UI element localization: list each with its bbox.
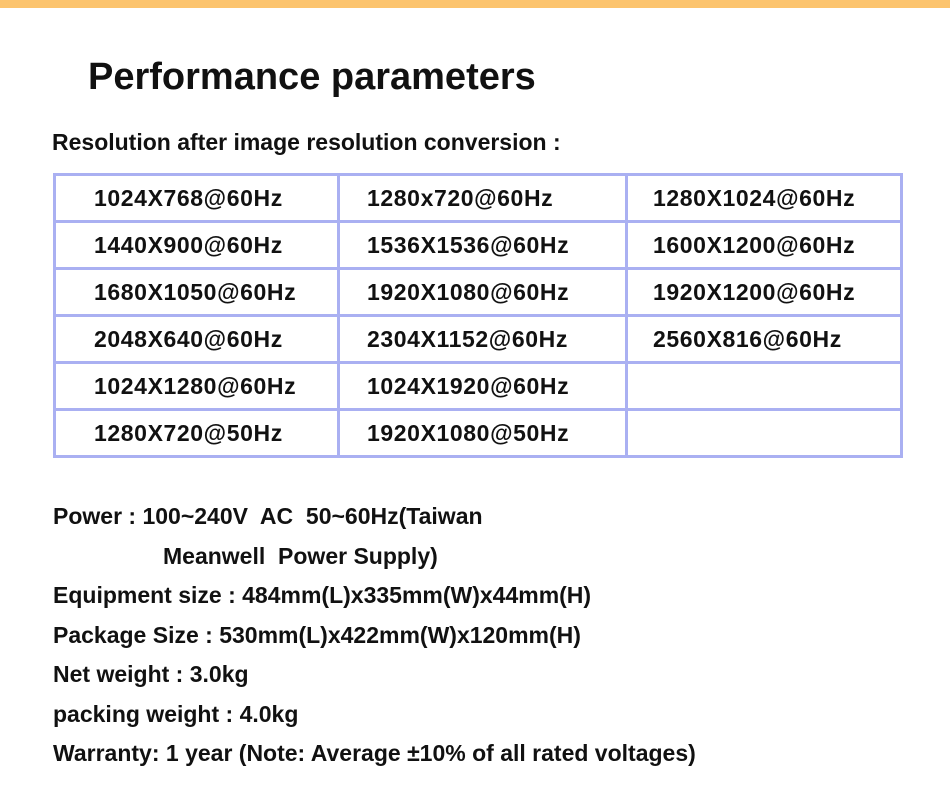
top-bar (0, 0, 950, 8)
resolution-cell: 1024X1920@60Hz (337, 361, 628, 411)
spec-line: Meanwell Power Supply) (163, 542, 438, 569)
table-row: 1280X720@50Hz 1920X1080@50Hz (53, 408, 903, 458)
table-body: 1024X768@60Hz 1280x720@60Hz 1280X1024@60Hz… (53, 173, 903, 458)
spec-line: packing weight : 4.0kg (53, 700, 299, 727)
spec-line: Net weight : 3.0kg (53, 661, 249, 687)
table-row: 1024X768@60Hz 1280x720@60Hz 1280X1024@60Hz (53, 173, 903, 223)
table-row: 2048X640@60Hz 2304X1152@60Hz 2560X816@60Hz (53, 314, 903, 364)
resolution-cell: 1536X1536@60Hz (337, 220, 628, 270)
title: Performance parameters (88, 56, 536, 98)
resolution-cell: 1920X1080@60Hz (337, 267, 628, 317)
spec-line: Warranty: 1 year (Note: Average ±10% of … (53, 740, 696, 766)
spec-line: Equipment size : 484mm(L)x335mm(W)x44mm(… (53, 582, 592, 608)
resolution-cell: 1280X720@50Hz (53, 408, 340, 458)
resolution-cell: 1600X1200@60Hz (625, 220, 903, 270)
spec-line: Power : 100~240V AC 50~60Hz(Taiwan (53, 503, 483, 529)
spec-line: Package Size : 530mm(L)x422mm(W)x120mm(H… (53, 621, 581, 648)
empty-cell (625, 408, 903, 458)
resolution-cell: 1920X1080@50Hz (337, 408, 628, 458)
table-row: 1680X1050@60Hz 1920X1080@60Hz 1920X1200@60… (53, 267, 903, 317)
empty-cell (625, 361, 903, 411)
resolution-cell: 1280X1024@60Hz (625, 173, 903, 223)
table-row: 1024X1280@60Hz 1024X1920@60Hz (53, 361, 903, 411)
spec-list: Power : 100~240V AC 50~60Hz(Taiwan Meanwe… (53, 503, 696, 780)
resolution-cell: 1280x720@60Hz (337, 173, 628, 223)
resolution-cell: 1440X900@60Hz (53, 220, 340, 270)
subtitle: Resolution after image resolution conver… (52, 129, 561, 155)
resolution-cell: 1920X1200@60Hz (625, 267, 903, 317)
resolution-cell: 1680X1050@60Hz (53, 267, 340, 317)
resolution-cell: 2048X640@60Hz (53, 314, 340, 364)
resolution-table: 1024X768@60Hz 1280x720@60Hz 1280X1024@60Hz… (53, 173, 903, 458)
resolution-cell: 2304X1152@60Hz (337, 314, 628, 364)
table-row: 1440X900@60Hz 1536X1536@60Hz 1600X1200@60H… (53, 220, 903, 270)
resolution-cell: 1024X1280@60Hz (53, 361, 340, 411)
resolution-cell: 1024X768@60Hz (53, 173, 340, 223)
resolution-cell: 2560X816@60Hz (625, 314, 903, 364)
